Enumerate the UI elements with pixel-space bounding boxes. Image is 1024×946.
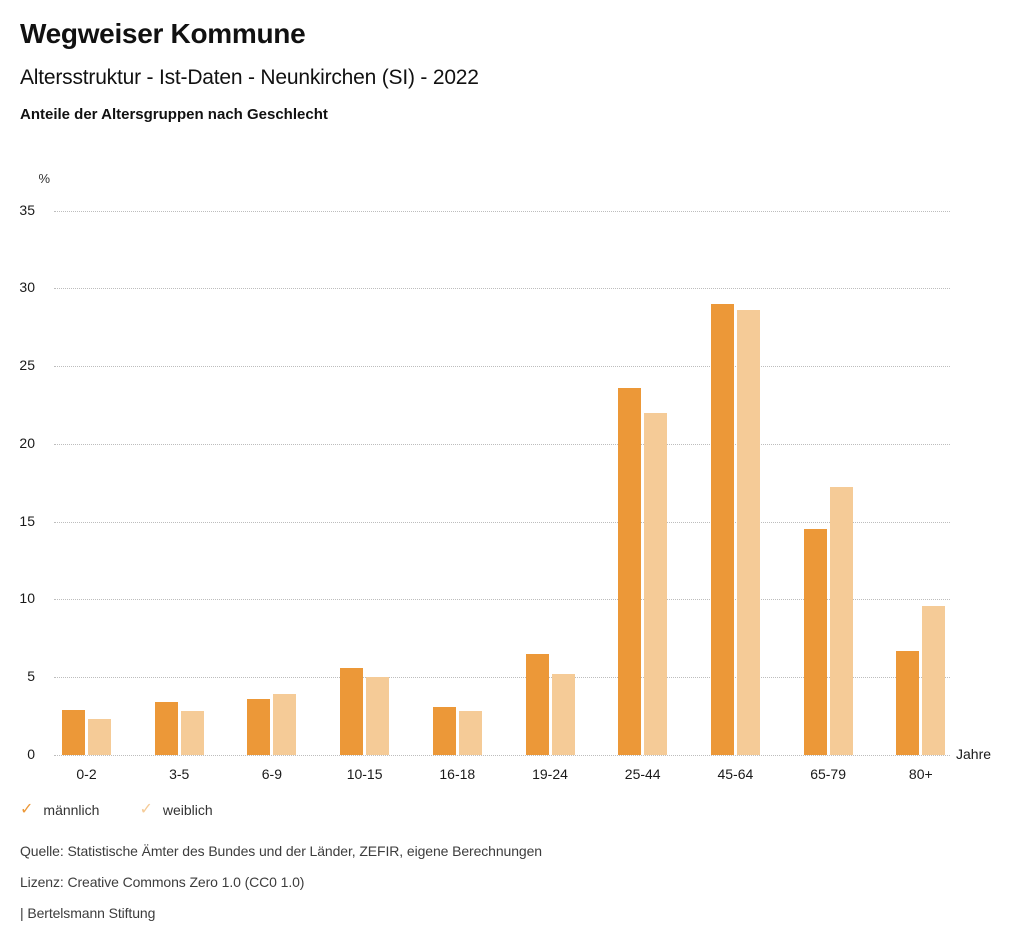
bar-männlich-10-15[interactable]	[340, 667, 364, 755]
bar-weiblich-16-18[interactable]	[458, 711, 482, 755]
bar-chart-plot-area: 0 5 10 15 20 25 30 35 0-2 3-5 6-9 10-15 16-18 19-24 25…	[0, 160, 1024, 800]
x-axis-category-label: 65-79	[810, 766, 846, 782]
bar-weiblich-45-64[interactable]	[736, 310, 760, 755]
check-icon: ✓	[20, 801, 34, 818]
gridline-5	[54, 677, 950, 679]
bar-männlich-3-5[interactable]	[154, 702, 178, 755]
x-axis-category-label: 3-5	[169, 766, 190, 782]
legend-item-maennlich[interactable]: ✓ männlich	[20, 801, 100, 819]
bar-weiblich-0-2[interactable]	[88, 719, 111, 755]
page-title: Wegweiser Kommune	[20, 18, 306, 49]
gridline-15	[54, 521, 950, 523]
x-axis-category-label: 80+	[908, 766, 933, 782]
chart-heading: Anteile der Altersgruppen nach Geschlech…	[20, 106, 328, 123]
y-axis-tick-label: 15	[19, 512, 35, 529]
source-text: Quelle: Statistische Ämter des Bundes un…	[20, 843, 542, 859]
y-axis-tick-label: 35	[19, 201, 35, 218]
x-axis-unit-label: Jahre	[956, 746, 992, 762]
legend-item-weiblich[interactable]: ✓ weiblich	[139, 801, 213, 819]
bar-männlich-19-24[interactable]	[525, 653, 549, 755]
bar-weiblich-80+[interactable]	[922, 605, 946, 755]
y-axis-tick-label: 20	[19, 434, 35, 451]
bar-männlich-25-44[interactable]	[618, 387, 642, 755]
x-axis-category-label: 6-9	[261, 766, 282, 782]
x-axis-category-label: 25-44	[624, 766, 661, 782]
bar-weiblich-25-44[interactable]	[644, 412, 668, 755]
bar-männlich-45-64[interactable]	[710, 303, 734, 755]
bar-männlich-0-2[interactable]	[62, 709, 85, 755]
chart-legend: ✓ männlich ✓ weiblich	[20, 801, 213, 819]
bar-männlich-80+[interactable]	[896, 650, 920, 755]
bar-weiblich-10-15[interactable]	[366, 677, 390, 755]
bar-weiblich-19-24[interactable]	[551, 674, 575, 755]
y-axis-tick-label: 10	[19, 590, 35, 607]
legend-label: weiblich	[162, 802, 213, 818]
x-axis-category-label: 0-2	[76, 766, 97, 782]
bar-männlich-6-9[interactable]	[247, 698, 271, 755]
attribution-text: | Bertelsmann Stiftung	[20, 905, 156, 921]
gridline-30	[54, 288, 950, 290]
gridline-25	[54, 366, 950, 368]
x-axis-category-label: 10-15	[346, 766, 383, 782]
y-axis-unit-label: %	[38, 171, 50, 186]
legend-label: männlich	[43, 802, 100, 818]
y-axis-tick-label: 30	[19, 279, 35, 296]
x-axis-category-label: 16-18	[439, 766, 476, 782]
bar-weiblich-65-79[interactable]	[829, 487, 853, 755]
bar-männlich-16-18[interactable]	[432, 706, 456, 755]
gridline-0	[54, 755, 950, 756]
x-axis-category-label: 45-64	[717, 766, 754, 782]
y-axis-tick-label: 5	[27, 668, 35, 685]
bar-männlich-65-79[interactable]	[803, 529, 827, 755]
y-axis-tick-label: 0	[27, 746, 35, 762]
bar-weiblich-3-5[interactable]	[180, 711, 204, 755]
x-axis-category-label: 19-24	[532, 766, 568, 782]
gridline-35	[54, 210, 950, 212]
gridline-10	[54, 599, 950, 601]
check-icon: ✓	[139, 801, 153, 818]
y-axis-tick-label: 25	[19, 357, 35, 374]
bar-weiblich-6-9[interactable]	[273, 694, 297, 755]
gridline-20	[54, 443, 950, 445]
license-text: Lizenz: Creative Commons Zero 1.0 (CC0 1…	[20, 874, 305, 890]
chart-subtitle: Altersstruktur - Ist-Daten - Neunkirchen…	[20, 66, 479, 89]
